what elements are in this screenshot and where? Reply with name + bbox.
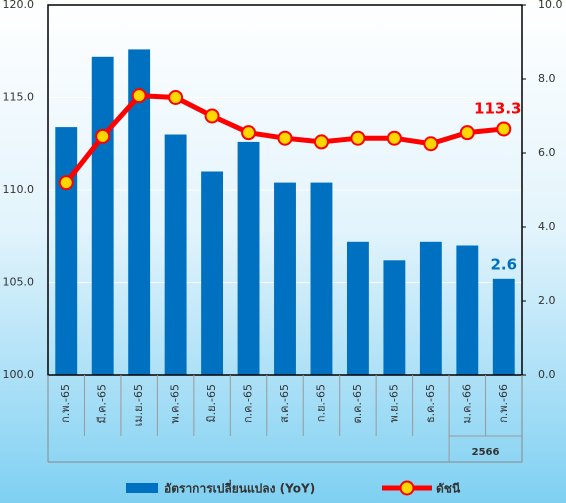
bar: [346, 241, 369, 375]
x-tick-label: เม.ย.-65: [132, 384, 145, 426]
x-tick-label: มี.ค.-65: [96, 384, 109, 424]
y2-tick-label: 10.0: [538, 0, 563, 11]
marker: [58, 175, 74, 191]
marker: [131, 88, 147, 104]
bar: [274, 182, 296, 375]
data-label: 2.6: [490, 255, 517, 273]
bar: [128, 49, 151, 376]
legend-label: อัตราการเปลี่ยนแปลง (YoY): [164, 480, 315, 496]
marker: [168, 90, 184, 105]
x-tick-label: ก.ค.-65: [242, 384, 255, 423]
x-tick-label: ต.ค.-65: [351, 384, 364, 423]
bar: [492, 278, 515, 375]
group-label: 2566: [472, 447, 500, 458]
marker: [95, 128, 111, 144]
y2-tick-label: 8.0: [538, 72, 556, 85]
marker: [277, 130, 293, 146]
marker: [350, 130, 366, 146]
bar: [456, 245, 479, 375]
legend-swatch: [126, 483, 158, 493]
marker: [241, 125, 257, 141]
legend-label: ดัชนี: [436, 482, 461, 496]
y2-tick-label: 2.0: [538, 294, 556, 307]
y-tick-label: 105.0: [3, 276, 35, 289]
y2-tick-label: 6.0: [538, 146, 556, 159]
x-tick-label: พ.ค.-65: [169, 384, 182, 424]
y-tick-label: 100.0: [3, 368, 35, 381]
bar: [310, 182, 333, 375]
x-tick-label: มิ.ย.-65: [205, 384, 218, 423]
x-tick-label: ก.ย.-65: [314, 384, 327, 422]
marker: [204, 108, 220, 124]
legend-marker: [399, 480, 415, 496]
bar: [91, 56, 114, 376]
x-tick-label: ก.พ.-66: [497, 384, 510, 423]
bar: [164, 134, 187, 375]
marker: [423, 136, 439, 152]
bar: [383, 260, 406, 375]
data-label: 113.3: [474, 99, 521, 117]
x-tick-label: ม.ค.-66: [460, 384, 473, 424]
y-tick-label: 110.0: [3, 183, 35, 196]
x-tick-label: ธ.ค.-65: [424, 384, 437, 423]
y2-tick-label: 4.0: [538, 220, 556, 233]
bar: [419, 241, 442, 375]
x-tick-label: พ.ย.-65: [387, 384, 400, 423]
marker: [496, 121, 512, 137]
y2-tick-label: 0.0: [538, 368, 556, 381]
y-tick-label: 120.0: [3, 0, 35, 11]
y-tick-label: 115.0: [3, 91, 35, 104]
bar: [237, 141, 260, 375]
plot-frame: [47, 4, 523, 376]
marker: [386, 130, 402, 146]
x-tick-label: ก.พ.-65: [59, 384, 72, 423]
x-tick-label: ส.ค.-65: [278, 384, 291, 423]
marker: [459, 125, 475, 141]
marker: [313, 134, 329, 150]
bar: [201, 171, 224, 375]
bar: [55, 127, 78, 375]
